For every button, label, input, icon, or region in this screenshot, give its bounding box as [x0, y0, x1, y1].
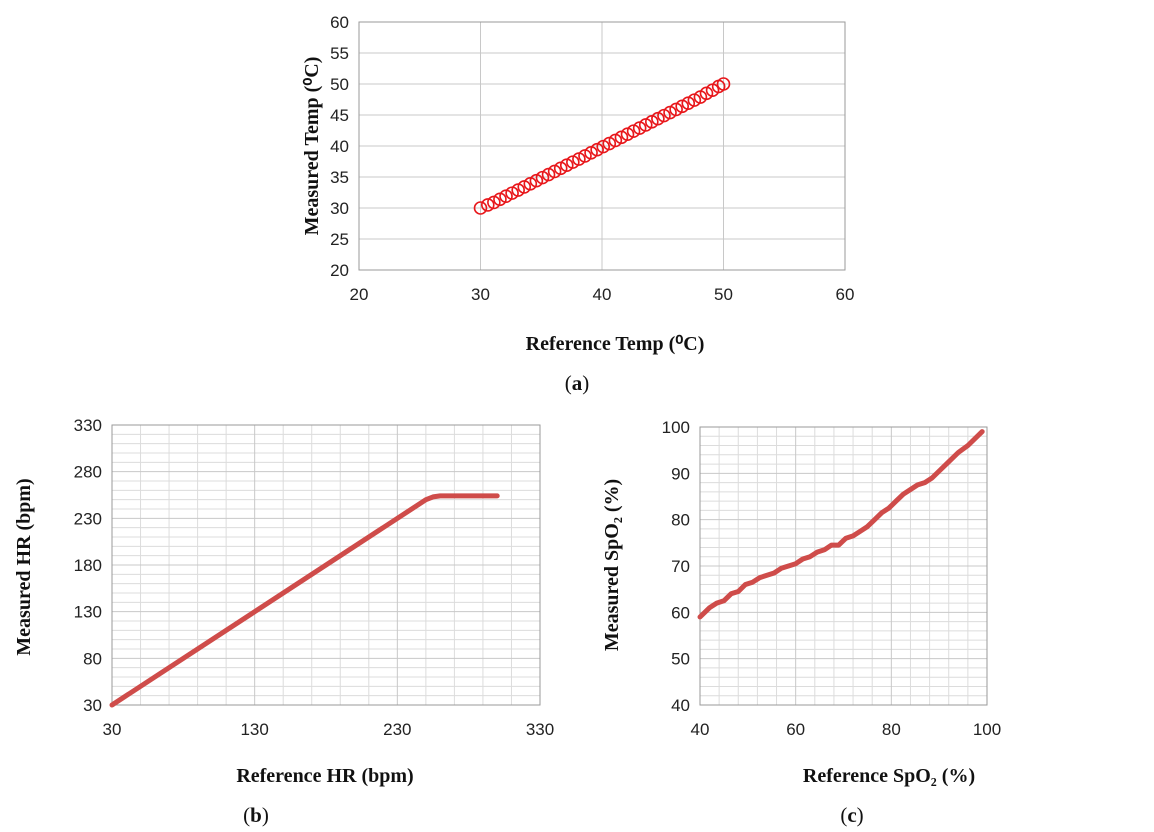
panel-b-x-axis-title: Reference HR (bpm)	[236, 765, 413, 787]
y-tick-label: 230	[74, 509, 102, 528]
panel-c-caption-letter: c	[847, 803, 856, 827]
x-tick-label: 40	[691, 720, 710, 739]
y-tick-label: 30	[330, 199, 349, 218]
panel-b-caption-letter: b	[250, 803, 262, 827]
x-tick-label: 30	[471, 285, 490, 304]
x-tick-label: 330	[526, 720, 554, 739]
y-tick-label: 80	[671, 511, 690, 530]
panel-b-plot-frame	[111, 424, 541, 706]
data-point	[480, 198, 495, 212]
panel-b-y-tick-labels: 30 80 130 180 230 280 330	[74, 416, 102, 715]
data-point	[473, 201, 488, 215]
panel-a-y-axis-title: Measured Temp (⁰C)	[301, 57, 323, 236]
panel-c-grid	[699, 426, 988, 706]
y-tick-label: 80	[83, 649, 102, 668]
panel-c-x-axis-title: Reference SpO₂ (%)	[803, 765, 975, 787]
panel-b-x-tick-labels: 30 130 230 330	[103, 720, 555, 739]
y-tick-label: 50	[330, 75, 349, 94]
y-tick-label: 25	[330, 230, 349, 249]
y-tick-label: 60	[330, 13, 349, 32]
x-tick-label: 20	[350, 285, 369, 304]
y-tick-label: 330	[74, 416, 102, 435]
y-tick-label: 180	[74, 556, 102, 575]
y-tick-label: 130	[74, 603, 102, 622]
panel-c-y-axis-title: Measured SpO₂ (%)	[601, 479, 623, 651]
panel-b-y-axis-title: Measured HR (bpm)	[13, 478, 35, 655]
panel-a-y-tick-labels: 20 25 30 35 40 45 50 55 60	[330, 13, 349, 280]
panel-a-x-axis-title: Reference Temp (⁰C)	[526, 333, 705, 355]
panel-a-caption: (a)	[565, 371, 590, 395]
y-tick-label: 100	[662, 418, 690, 437]
y-tick-label: 20	[330, 261, 349, 280]
panel-a-x-tick-labels: 20 30 40 50 60	[350, 285, 855, 304]
x-tick-label: 40	[593, 285, 612, 304]
y-tick-label: 50	[671, 650, 690, 669]
y-tick-label: 40	[671, 696, 690, 715]
x-tick-label: 80	[882, 720, 901, 739]
panel-c-series-line	[697, 429, 985, 620]
x-tick-label: 60	[786, 720, 805, 739]
data-point	[716, 77, 731, 91]
x-tick-label: 100	[973, 720, 1001, 739]
panel-a-plot-frame	[358, 21, 846, 271]
x-tick-label: 60	[836, 285, 855, 304]
x-tick-label: 30	[103, 720, 122, 739]
panel-a-temperature-chart: 20 30 40 50 60 20 25 30 35 40 45 50 55 60 Reference …	[301, 13, 854, 395]
panel-c-spo2-chart: 40 60 80 100 40 50 60 70 80 90 100 Reference SpO₂…	[601, 418, 1001, 827]
panel-c-caption: (c)	[840, 803, 863, 827]
y-tick-label: 90	[671, 464, 690, 483]
panel-c-plot-frame	[699, 426, 988, 706]
panel-b-series-line	[109, 493, 500, 708]
y-tick-label: 35	[330, 168, 349, 187]
panel-c-y-tick-labels: 40 50 60 70 80 90 100	[662, 418, 690, 715]
x-tick-label: 130	[240, 720, 268, 739]
panel-a-caption-letter: a	[572, 371, 583, 395]
y-tick-label: 40	[330, 137, 349, 156]
panel-b-caption: (b)	[243, 803, 269, 827]
x-tick-label: 230	[383, 720, 411, 739]
panel-b-grid	[111, 424, 541, 706]
y-tick-label: 55	[330, 44, 349, 63]
y-tick-label: 70	[671, 557, 690, 576]
panel-a-data-points	[473, 77, 731, 215]
x-tick-label: 50	[714, 285, 733, 304]
panel-b-heart-rate-chart: 30 130 230 330 30 80 130 180 230 280 330 Referenc…	[13, 416, 554, 827]
y-tick-label: 45	[330, 106, 349, 125]
panel-c-x-tick-labels: 40 60 80 100	[691, 720, 1002, 739]
y-tick-label: 280	[74, 463, 102, 482]
y-tick-label: 30	[83, 696, 102, 715]
y-tick-label: 60	[671, 603, 690, 622]
